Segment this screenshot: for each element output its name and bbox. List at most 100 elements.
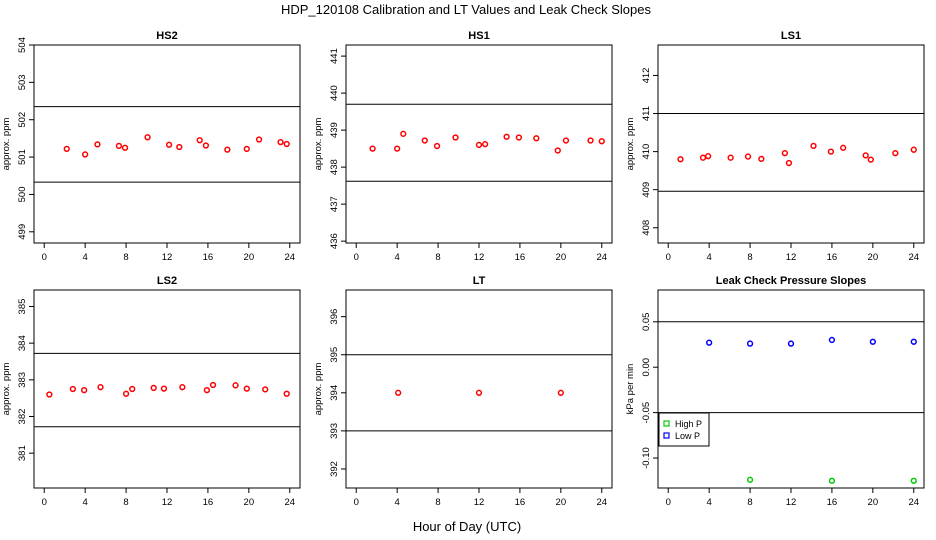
- y-tick-label: 441: [329, 48, 340, 64]
- y-tick-label: 396: [329, 309, 340, 325]
- data-point: [209, 381, 217, 389]
- data-point: [122, 390, 130, 397]
- y-tick-label: -0.10: [641, 447, 652, 469]
- x-tick-label: 24: [284, 497, 295, 508]
- panel-title: LS2: [157, 275, 177, 287]
- y-tick-label: 393: [329, 423, 340, 439]
- data-point: [699, 154, 707, 161]
- legend-marker: [663, 420, 670, 427]
- plot-frame: [345, 44, 613, 244]
- data-point: [758, 155, 765, 163]
- y-axis-label: approx. ppm: [1, 363, 12, 416]
- x-tick-label: 0: [666, 497, 671, 508]
- data-point: [475, 389, 483, 396]
- x-tick-label: 16: [515, 252, 526, 263]
- data-point: [395, 389, 402, 396]
- y-tick-label: 381: [17, 445, 28, 461]
- x-tick-label: 24: [908, 252, 919, 263]
- x-tick-label: 20: [868, 497, 879, 508]
- panel-title: Leak Check Pressure Slopes: [716, 275, 866, 287]
- data-point: [150, 384, 157, 392]
- data-point: [80, 386, 88, 394]
- data-point: [892, 149, 899, 157]
- data-point: [203, 386, 211, 394]
- x-tick-label: 16: [515, 497, 526, 508]
- y-tick-label: 412: [641, 68, 652, 84]
- y-axis-label: approx. ppm: [625, 118, 636, 171]
- x-tick-label: 8: [123, 497, 128, 508]
- data-point: [165, 141, 173, 148]
- x-tick-label: 0: [42, 252, 47, 263]
- data-point: [283, 140, 290, 148]
- data-point: [828, 336, 836, 344]
- panel-ls2: LS2 0 4 8 12 16 20 24 381 382 383 384 385 approx. ppm: [1, 275, 301, 508]
- data-point: [202, 142, 210, 149]
- data-point: [475, 141, 483, 149]
- data-point: [554, 147, 561, 154]
- data-point: [828, 477, 836, 484]
- data-point: [232, 382, 239, 389]
- y-tick-label: 0.00: [641, 358, 652, 377]
- x-tick-label: 4: [395, 252, 400, 263]
- data-point: [82, 151, 89, 158]
- x-tick-label: 4: [707, 252, 712, 263]
- x-tick-label: 16: [203, 497, 214, 508]
- y-tick-label: 385: [17, 299, 28, 315]
- data-point: [787, 340, 795, 347]
- data-point: [910, 338, 917, 345]
- y-tick-label: 499: [17, 224, 28, 240]
- x-tick-label: 12: [786, 497, 797, 508]
- data-point: [179, 384, 186, 391]
- y-tick-label: 500: [17, 187, 28, 203]
- data-point: [781, 149, 789, 157]
- y-tick-label: 382: [17, 409, 28, 425]
- x-tick-label: 4: [83, 497, 88, 508]
- y-tick-label: 501: [17, 149, 28, 165]
- y-tick-label: 502: [17, 112, 28, 128]
- legend-marker: [663, 432, 670, 439]
- data-point: [176, 143, 183, 151]
- y-axis-label: approx. ppm: [1, 118, 12, 171]
- data-point: [503, 133, 510, 140]
- data-point: [746, 476, 754, 483]
- y-tick-label: 503: [17, 74, 28, 90]
- y-tick-label: 410: [641, 144, 652, 160]
- data-point: [587, 137, 594, 144]
- plot-frame: [657, 44, 925, 244]
- data-point: [97, 384, 104, 391]
- data-point: [481, 141, 489, 148]
- x-tick-label: 24: [908, 497, 919, 508]
- data-point: [144, 134, 151, 141]
- data-point: [452, 134, 459, 141]
- data-point: [46, 391, 53, 398]
- data-point: [810, 142, 817, 150]
- x-tick-label: 24: [596, 252, 607, 263]
- data-point: [598, 138, 605, 145]
- figure-title: HDP_120108 Calibration and LT Values and…: [281, 2, 652, 17]
- y-tick-label: 394: [329, 385, 340, 401]
- x-tick-label: 4: [83, 252, 88, 263]
- x-tick-label: 12: [162, 252, 173, 263]
- x-tick-label: 8: [123, 252, 128, 263]
- y-tick-label: 384: [17, 335, 28, 351]
- figure-xlabel: Hour of Day (UTC): [413, 519, 521, 534]
- data-point: [533, 135, 540, 142]
- x-tick-label: 16: [827, 252, 838, 263]
- x-tick-label: 20: [556, 252, 567, 263]
- x-tick-label: 0: [354, 252, 359, 263]
- data-point: [869, 338, 876, 345]
- x-tick-label: 0: [666, 252, 671, 263]
- legend-label: Low P: [675, 431, 700, 441]
- data-point: [557, 389, 564, 396]
- data-point: [785, 159, 793, 167]
- data-point: [283, 390, 290, 397]
- y-tick-label: 411: [641, 106, 652, 121]
- x-tick-label: 16: [827, 497, 838, 508]
- data-point: [243, 145, 250, 153]
- x-tick-label: 20: [868, 252, 879, 263]
- data-point: [867, 156, 874, 163]
- data-point: [840, 144, 847, 151]
- plot-frame: [345, 289, 613, 489]
- data-point: [369, 145, 376, 152]
- data-point: [255, 136, 263, 143]
